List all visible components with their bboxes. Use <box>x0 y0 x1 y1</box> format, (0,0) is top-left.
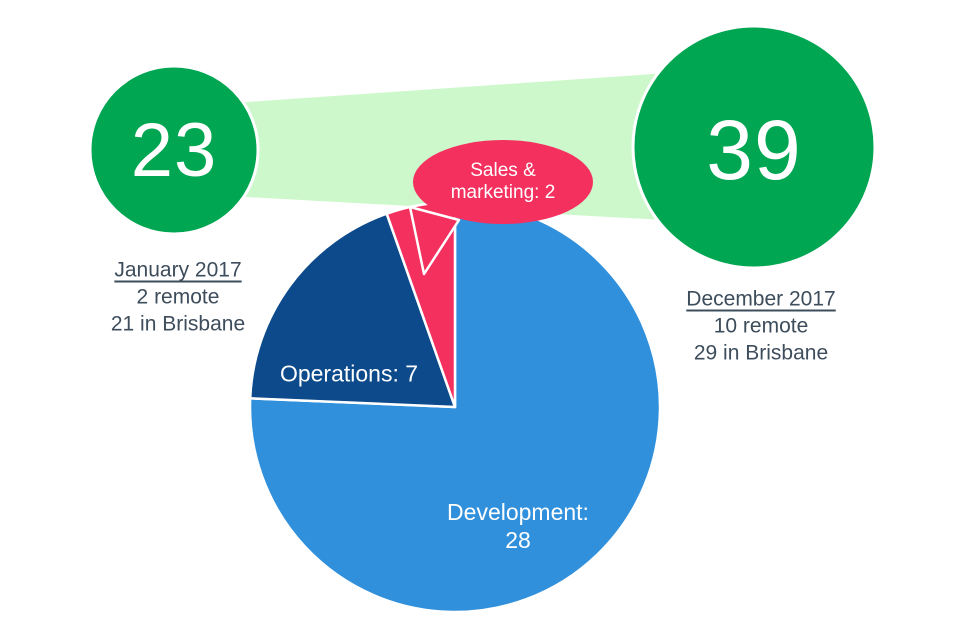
january-date-label: January 2017 <box>114 258 242 282</box>
development-label-line1: Development: <box>447 499 589 525</box>
milestone-circle-december <box>631 24 877 270</box>
sales-bubble-line2: marketing: 2 <box>450 182 556 203</box>
december-milestone-block: December 2017 10 remote 29 in Brisbane <box>686 286 835 367</box>
operations-slice-label: Operations: 7 <box>279 360 419 387</box>
sales-bubble-line1: Sales & <box>470 160 536 181</box>
development-slice-label: Development: 28 <box>447 498 589 554</box>
january-remote-line: 2 remote <box>136 285 220 309</box>
january-milestone-block: January 2017 2 remote 21 in Brisbane <box>111 257 245 338</box>
speech-bubble-tail <box>408 205 461 276</box>
development-label-line2: 28 <box>505 527 531 553</box>
december-remote-line: 10 remote <box>713 314 809 338</box>
pie-chart <box>248 200 662 614</box>
december-brisbane-line: 29 in Brisbane <box>693 341 829 365</box>
speech-bubble <box>413 140 593 224</box>
january-headcount-value: 23 <box>130 108 218 193</box>
december-date-label: December 2017 <box>686 287 836 311</box>
pie-slice-operations <box>248 212 457 409</box>
sales-bubble-label: Sales & marketing: 2 <box>451 160 556 204</box>
december-headcount-value: 39 <box>706 103 802 197</box>
milestone-circle-january <box>88 64 260 236</box>
january-brisbane-line: 21 in Brisbane <box>110 312 246 336</box>
